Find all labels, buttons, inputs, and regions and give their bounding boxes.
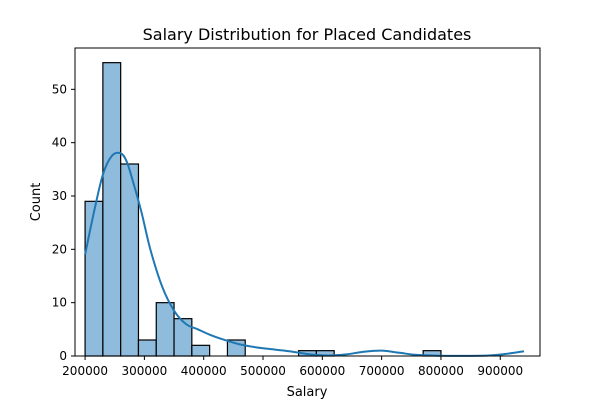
y-tick-label: 10	[52, 296, 67, 310]
plot-frame	[74, 47, 541, 357]
y-tick-label: 0	[59, 349, 67, 363]
x-tick-label: 300000	[121, 364, 167, 378]
histogram-bar	[155, 302, 175, 357]
histogram-bar	[84, 200, 104, 357]
x-tick-label: 400000	[181, 364, 227, 378]
y-axis: 0 10 20 30 40 50	[52, 82, 75, 363]
x-axis: 200000 300000 400000 500000 600000 700000 8000…	[62, 356, 523, 378]
x-tick-label: 200000	[62, 364, 108, 378]
bars-layer	[84, 62, 442, 357]
y-tick-label: 40	[52, 136, 67, 150]
chart-title: Salary Distribution for Placed Candidate…	[143, 25, 472, 44]
x-tick-label: 700000	[359, 364, 405, 378]
y-axis-label: Count	[29, 183, 44, 222]
histogram-bar	[102, 62, 122, 357]
histogram-bar	[173, 318, 193, 357]
x-tick-label: 800000	[418, 364, 464, 378]
kde-layer	[84, 151, 525, 357]
y-tick-label: 50	[52, 82, 67, 96]
x-tick-label: 500000	[240, 364, 286, 378]
x-tick-label: 600000	[299, 364, 345, 378]
histogram-bar	[191, 344, 211, 357]
y-tick-label: 30	[52, 189, 67, 203]
x-axis-label: Salary	[287, 385, 328, 400]
y-tick-label: 20	[52, 242, 67, 256]
histogram-bar	[137, 339, 157, 357]
kde-curve	[84, 151, 525, 357]
x-tick-label: 900000	[477, 364, 523, 378]
